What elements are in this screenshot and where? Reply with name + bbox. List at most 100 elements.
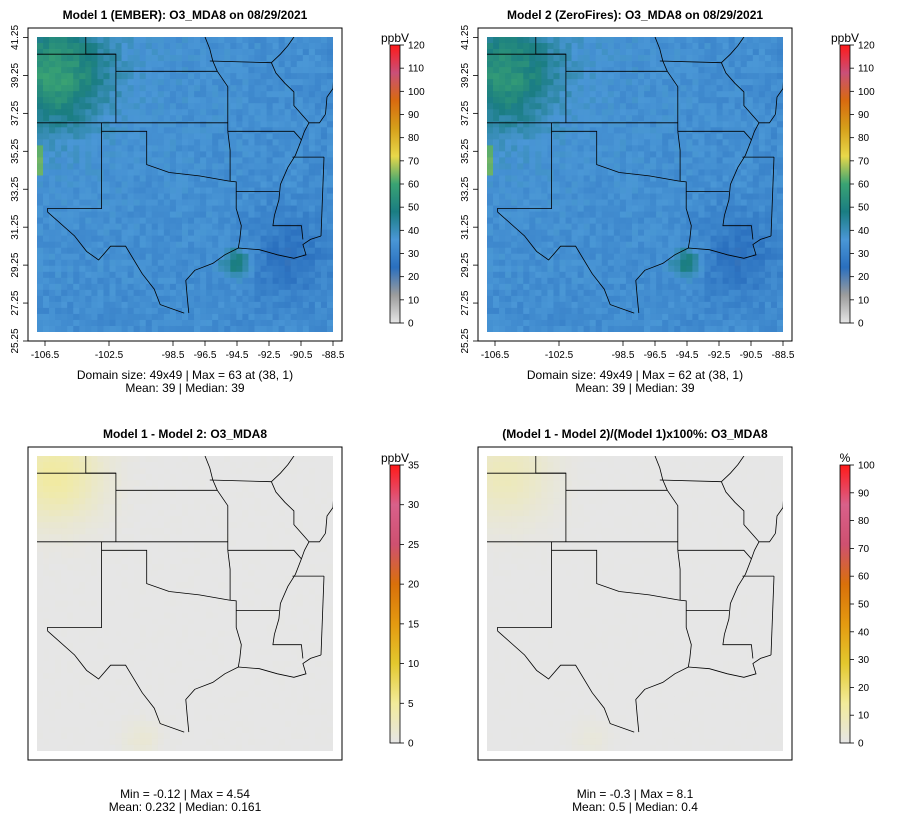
grid-cell xyxy=(734,139,742,146)
grid-cell xyxy=(613,259,621,267)
grid-cell xyxy=(175,139,183,146)
grid-cell xyxy=(565,223,572,231)
grid-cell xyxy=(61,145,68,152)
grid-cell xyxy=(157,271,165,279)
grid-cell xyxy=(290,157,298,164)
grid-cell xyxy=(254,139,261,146)
grid-cell xyxy=(619,85,627,92)
grid-cell xyxy=(674,313,681,321)
grid-cell xyxy=(127,97,135,104)
grid-cell xyxy=(314,193,322,200)
grid-cell xyxy=(272,37,280,44)
grid-cell xyxy=(764,241,772,249)
grid-cell xyxy=(728,121,736,128)
grid-cell xyxy=(493,253,500,261)
grid-cell xyxy=(692,169,699,176)
grid-cell xyxy=(79,307,86,315)
grid-cell xyxy=(139,127,147,134)
grid-cell xyxy=(254,265,261,273)
grid-cell xyxy=(553,115,560,122)
grid-cell xyxy=(278,277,286,285)
grid-cell xyxy=(698,109,705,116)
grid-cell xyxy=(169,325,177,332)
grid-cell xyxy=(692,127,699,134)
grid-cell xyxy=(206,271,213,279)
grid-cell xyxy=(517,199,524,206)
grid-cell xyxy=(644,283,651,291)
grid-cell xyxy=(97,253,104,261)
grid-cell xyxy=(212,223,219,231)
grid-cell xyxy=(97,271,104,279)
grid-cell xyxy=(740,67,748,74)
grid-cell xyxy=(505,175,512,182)
grid-cell xyxy=(638,55,645,62)
grid-cell xyxy=(631,253,639,261)
grid-cell xyxy=(680,121,687,128)
grid-cell xyxy=(680,211,687,219)
grid-cell xyxy=(746,235,754,243)
grid-cell xyxy=(529,313,536,321)
grid-cell xyxy=(746,301,754,309)
grid-cell xyxy=(589,307,597,315)
grid-cell xyxy=(638,199,645,206)
grid-cell xyxy=(704,67,711,74)
grid-cell xyxy=(188,307,195,315)
grid-cell xyxy=(668,193,675,200)
grid-cell xyxy=(734,295,742,303)
grid-cell xyxy=(541,73,548,80)
grid-cell xyxy=(181,193,189,200)
grid-cell xyxy=(67,325,74,332)
grid-cell xyxy=(43,139,50,146)
grid-cell xyxy=(595,67,603,74)
grid-cell xyxy=(206,157,213,164)
grid-cell xyxy=(326,277,333,285)
grid-cell xyxy=(37,85,44,92)
grid-cell xyxy=(242,85,249,92)
grid-cell xyxy=(577,49,585,56)
grid-cell xyxy=(302,79,310,86)
grid-cell xyxy=(638,49,645,56)
grid-cell xyxy=(511,139,518,146)
grid-cell xyxy=(320,205,328,212)
grid-cell xyxy=(499,259,506,267)
grid-cell xyxy=(175,313,183,321)
grid-cell xyxy=(133,37,141,44)
grid-cell xyxy=(493,145,500,152)
map-boundaries xyxy=(37,37,333,314)
grid-cell xyxy=(181,325,189,332)
grid-cell xyxy=(577,271,585,279)
grid-cell xyxy=(613,289,621,297)
grid-cell xyxy=(43,61,50,68)
plot-frame xyxy=(477,27,793,342)
grid-cell xyxy=(248,55,255,62)
grid-cell xyxy=(487,157,494,164)
grid-cell xyxy=(194,187,201,194)
grid-cell xyxy=(175,163,183,170)
grid-cell xyxy=(698,307,705,315)
grid-cell xyxy=(644,211,651,219)
grid-cell xyxy=(517,85,524,92)
grid-cell xyxy=(487,181,494,188)
grid-cell xyxy=(487,67,494,74)
grid-cell xyxy=(163,55,171,62)
grid-cell xyxy=(595,301,603,309)
grid-cell xyxy=(157,55,165,62)
grid-cell xyxy=(595,79,603,86)
grid-cell xyxy=(692,49,699,56)
grid-cell xyxy=(619,73,627,80)
grid-cell xyxy=(284,181,292,188)
grid-cell xyxy=(662,133,669,140)
grid-cell xyxy=(91,49,98,56)
grid-cell xyxy=(314,199,322,206)
grid-cell xyxy=(224,325,231,332)
grid-cell xyxy=(752,67,760,74)
grid-cell xyxy=(692,253,699,261)
grid-cell xyxy=(710,163,717,170)
grid-cell xyxy=(619,187,627,194)
grid-cell xyxy=(73,325,80,332)
grid-cell xyxy=(85,163,92,170)
grid-cell xyxy=(728,115,736,122)
grid-cell xyxy=(121,175,129,182)
grid-cell xyxy=(734,229,742,237)
grid-cell xyxy=(710,301,717,309)
